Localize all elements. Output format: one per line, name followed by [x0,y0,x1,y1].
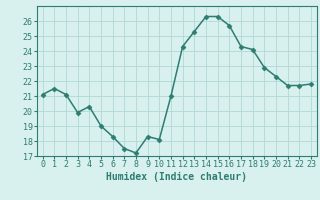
X-axis label: Humidex (Indice chaleur): Humidex (Indice chaleur) [106,172,247,182]
